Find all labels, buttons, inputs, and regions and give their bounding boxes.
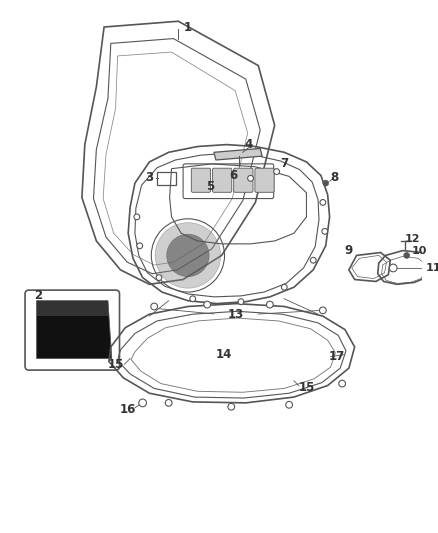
FancyBboxPatch shape	[255, 168, 274, 192]
Text: 9: 9	[345, 244, 353, 257]
Circle shape	[134, 214, 140, 220]
Circle shape	[151, 303, 158, 310]
Text: 4: 4	[244, 138, 253, 151]
Text: 3: 3	[145, 171, 153, 184]
Circle shape	[286, 401, 293, 408]
Circle shape	[156, 274, 162, 280]
Text: 2: 2	[35, 289, 42, 302]
Circle shape	[281, 284, 287, 290]
Text: 10: 10	[412, 246, 427, 256]
Text: 12: 12	[405, 234, 420, 244]
Circle shape	[319, 307, 326, 314]
Text: 15: 15	[107, 358, 124, 371]
Circle shape	[190, 296, 196, 302]
Text: 16: 16	[120, 403, 136, 416]
FancyBboxPatch shape	[212, 168, 232, 192]
Circle shape	[238, 299, 244, 304]
FancyBboxPatch shape	[234, 168, 253, 192]
Text: 8: 8	[330, 171, 339, 184]
Circle shape	[228, 403, 235, 410]
Text: 13: 13	[228, 308, 244, 321]
Circle shape	[389, 264, 397, 272]
Circle shape	[266, 301, 273, 308]
Circle shape	[320, 199, 326, 205]
Polygon shape	[37, 301, 112, 359]
Circle shape	[155, 223, 221, 288]
FancyBboxPatch shape	[191, 168, 211, 192]
Circle shape	[139, 399, 146, 407]
Circle shape	[165, 400, 172, 406]
Text: 7: 7	[280, 157, 288, 171]
Circle shape	[137, 243, 143, 249]
Circle shape	[322, 229, 328, 234]
Text: 17: 17	[329, 350, 346, 363]
Polygon shape	[214, 149, 262, 160]
Circle shape	[310, 257, 316, 263]
Text: 1: 1	[184, 20, 192, 34]
Circle shape	[323, 180, 328, 186]
Text: 5: 5	[206, 180, 214, 192]
Circle shape	[274, 168, 279, 174]
Circle shape	[404, 253, 410, 259]
Circle shape	[339, 380, 346, 387]
Polygon shape	[37, 301, 108, 316]
Text: 6: 6	[229, 169, 237, 182]
Text: 15: 15	[298, 381, 314, 394]
Circle shape	[247, 175, 254, 181]
Text: 11: 11	[426, 263, 438, 273]
Circle shape	[167, 234, 209, 277]
Circle shape	[204, 301, 211, 308]
Text: 14: 14	[215, 348, 232, 361]
